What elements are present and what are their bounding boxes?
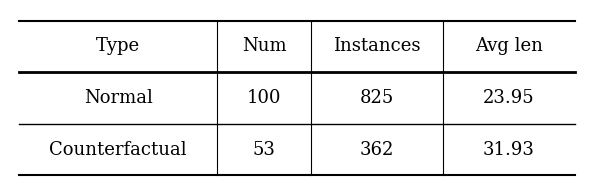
Text: 825: 825 [360, 89, 394, 107]
Text: Avg len: Avg len [475, 37, 543, 55]
Text: 53: 53 [252, 141, 276, 159]
Text: 23.95: 23.95 [483, 89, 535, 107]
Text: Num: Num [242, 37, 286, 55]
Text: 100: 100 [247, 89, 281, 107]
Text: 362: 362 [360, 141, 394, 159]
Text: Normal: Normal [84, 89, 153, 107]
Text: Instances: Instances [333, 37, 421, 55]
Text: Counterfactual: Counterfactual [49, 141, 187, 159]
Text: 31.93: 31.93 [483, 141, 535, 159]
Text: Type: Type [96, 37, 140, 55]
